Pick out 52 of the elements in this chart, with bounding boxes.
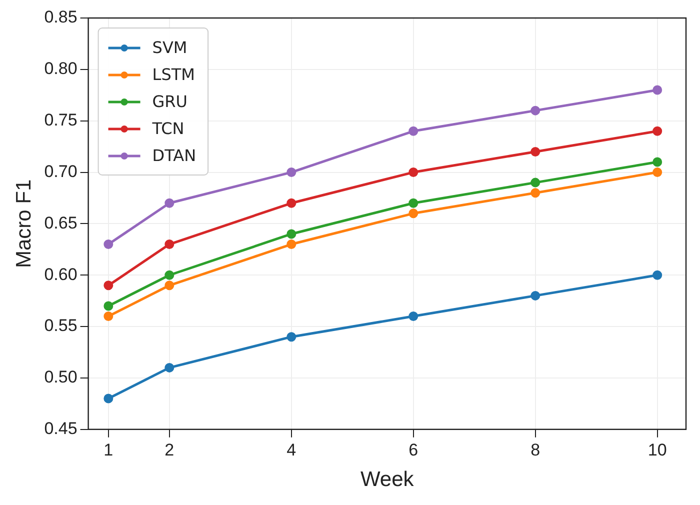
point xyxy=(164,280,174,290)
y-tick-label: 0.65 xyxy=(44,213,78,232)
y-axis-title: Macro F1 xyxy=(12,179,36,268)
point xyxy=(408,312,418,322)
point xyxy=(286,198,296,208)
point xyxy=(286,168,296,178)
point xyxy=(286,332,296,342)
x-tick-label: 2 xyxy=(164,440,174,460)
point xyxy=(652,85,662,95)
point xyxy=(530,188,540,198)
point xyxy=(408,198,418,208)
point xyxy=(164,270,174,280)
legend-label: DTAN xyxy=(152,146,196,166)
point xyxy=(652,157,662,167)
legend-label: SVM xyxy=(152,38,188,58)
point xyxy=(408,126,418,136)
point xyxy=(164,198,174,208)
point xyxy=(164,240,174,250)
x-tick-label: 4 xyxy=(286,440,296,460)
legend-label: TCN xyxy=(151,119,184,138)
y-tick-label: 0.60 xyxy=(44,264,78,284)
x-tick-label: 8 xyxy=(530,440,540,460)
x-axis-title: Week xyxy=(360,468,414,492)
point xyxy=(530,290,540,300)
point xyxy=(408,208,418,218)
y-tick-label: 0.75 xyxy=(44,110,78,130)
point xyxy=(652,168,662,178)
y-tick-label: 0.80 xyxy=(44,59,78,78)
point xyxy=(164,362,174,372)
x-tick-label: 10 xyxy=(648,440,667,460)
point xyxy=(104,312,114,322)
y-tick-label: 0.45 xyxy=(44,419,78,438)
point xyxy=(530,146,540,156)
y-tick-label: 0.55 xyxy=(44,316,78,336)
point xyxy=(530,178,540,188)
point xyxy=(104,394,114,404)
point xyxy=(104,280,114,290)
point xyxy=(286,229,296,239)
legend-label: GRU xyxy=(152,92,188,112)
point xyxy=(104,301,114,311)
point xyxy=(652,126,662,136)
y-tick-label: 0.50 xyxy=(44,368,78,387)
x-tick-label: 6 xyxy=(408,440,418,460)
x-tick-label: 1 xyxy=(104,440,114,460)
point xyxy=(408,168,418,178)
y-tick-label: 0.70 xyxy=(44,162,78,181)
point xyxy=(652,270,662,280)
legend-label: LSTM xyxy=(152,65,195,84)
y-tick-label: 0.85 xyxy=(44,8,78,27)
point xyxy=(286,240,296,250)
point xyxy=(104,240,114,250)
point xyxy=(530,106,540,116)
